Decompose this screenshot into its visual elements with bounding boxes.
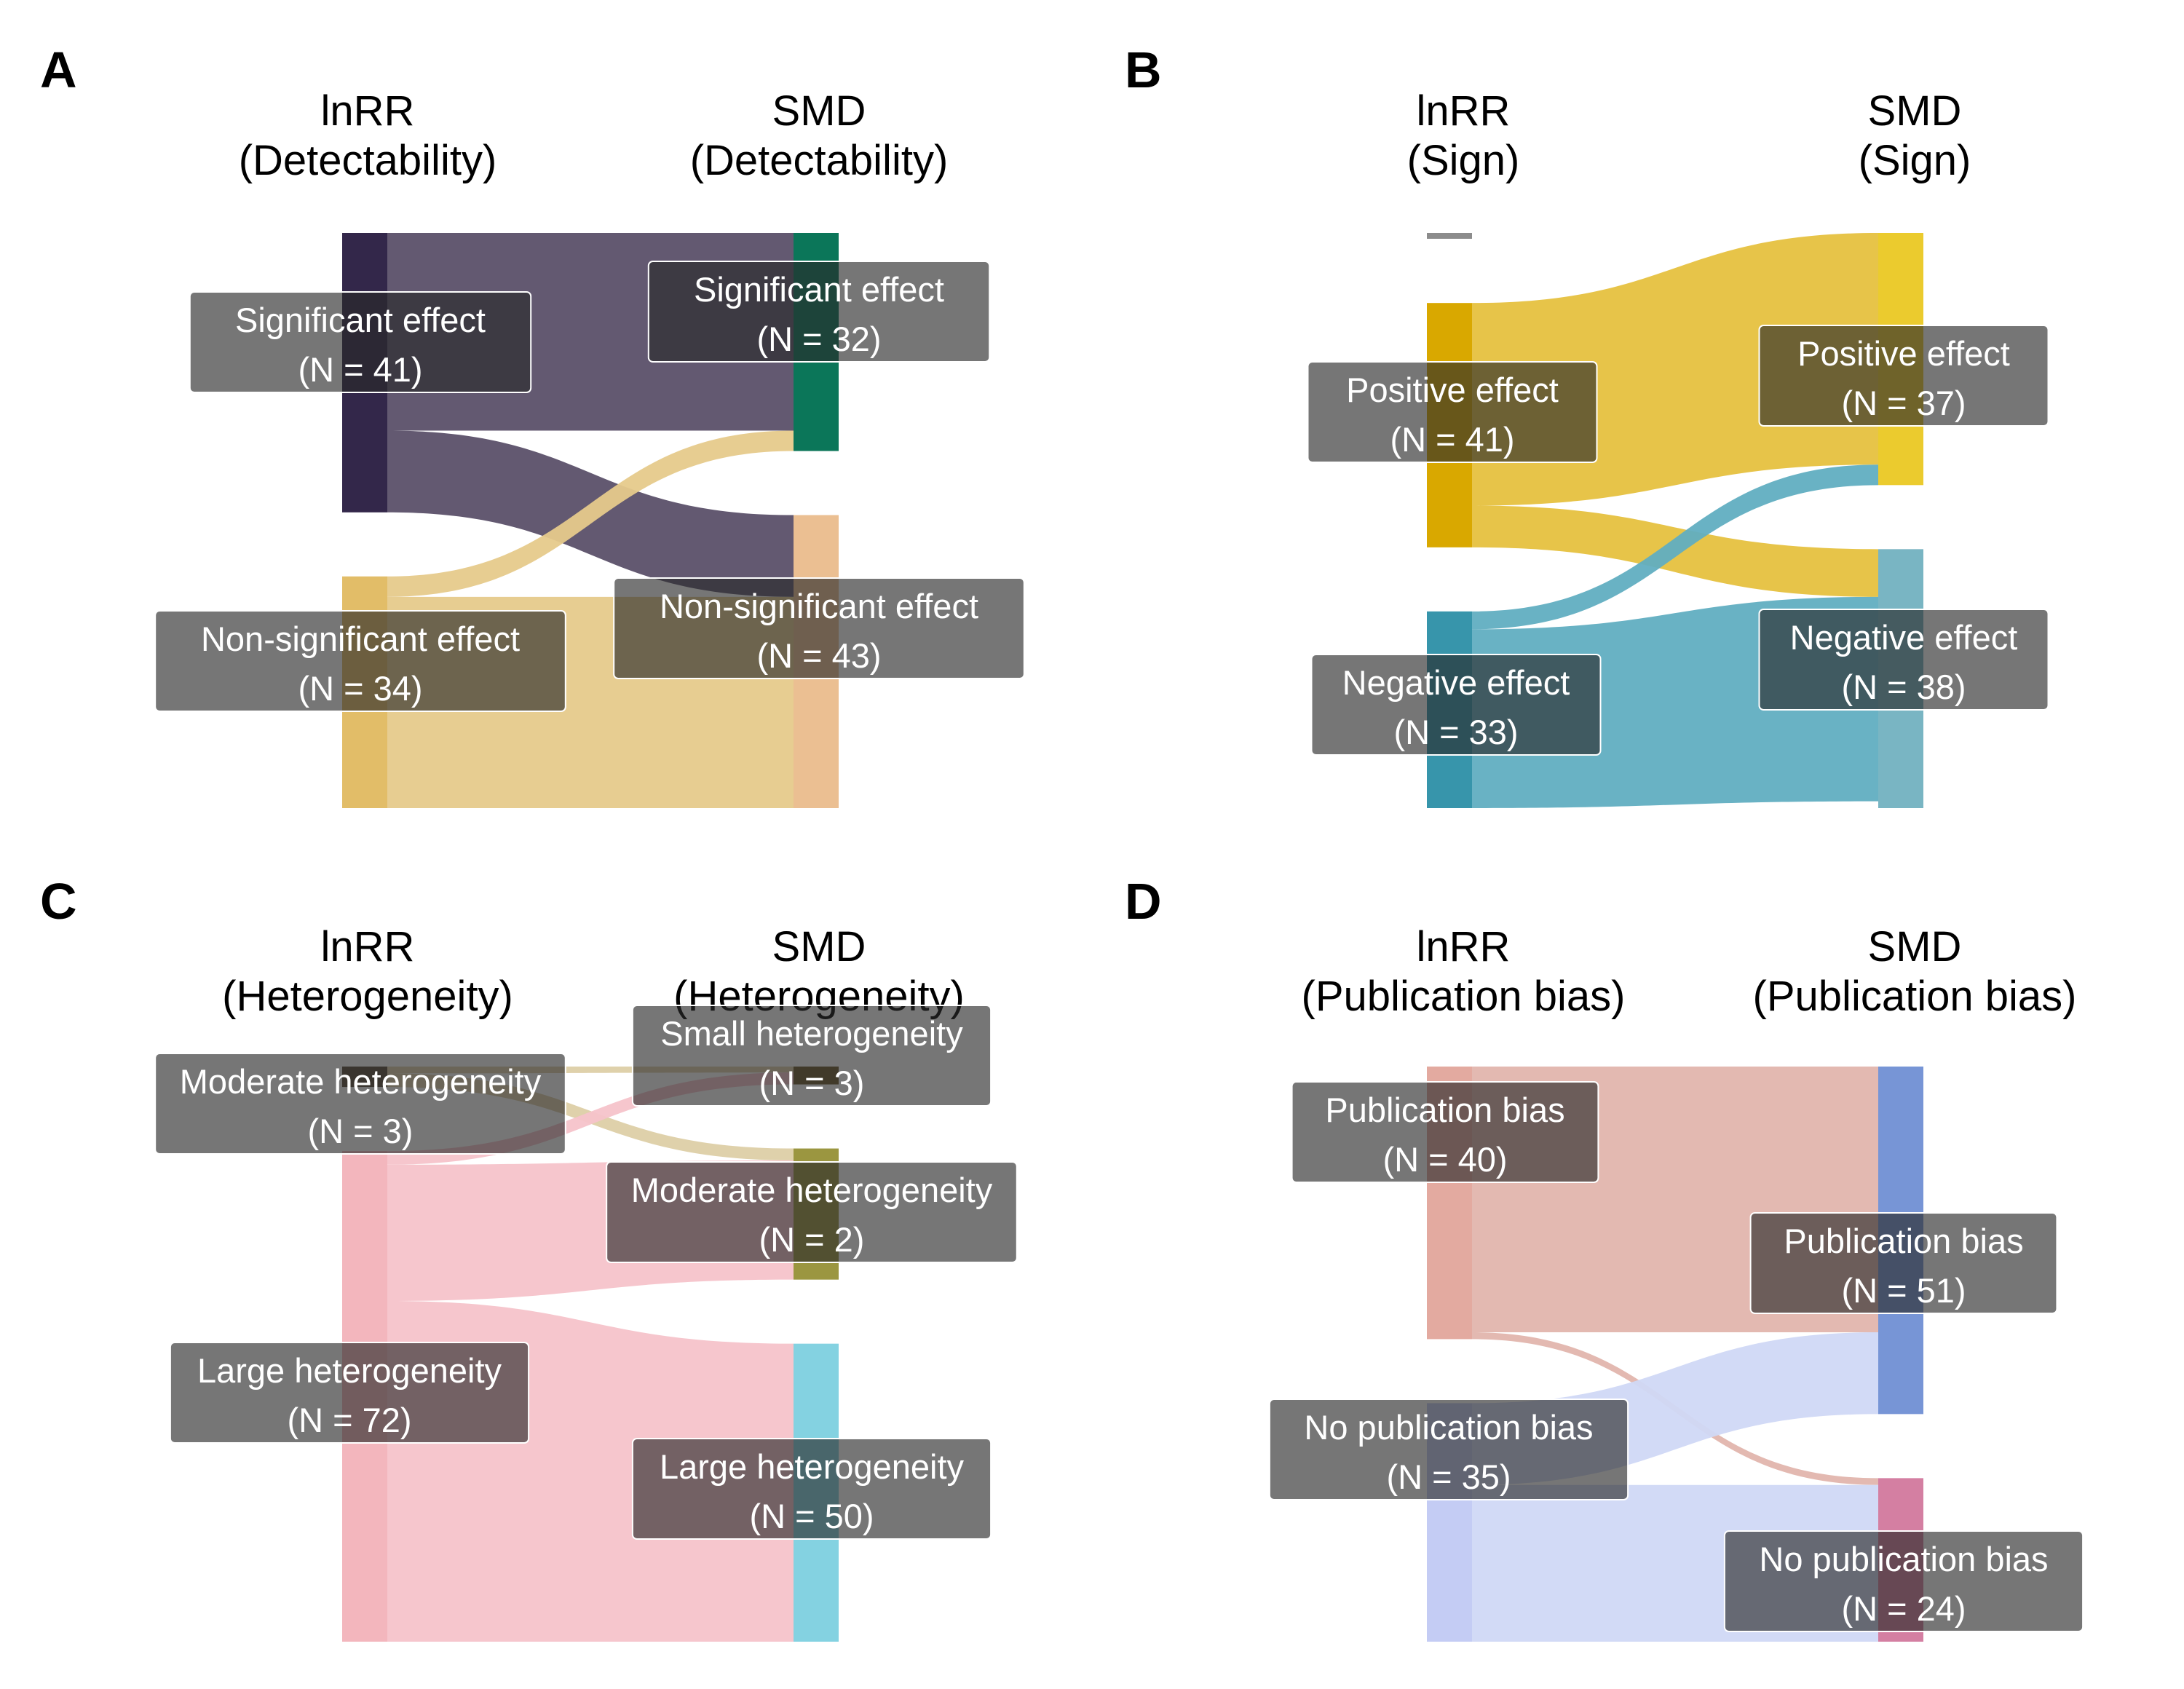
label-box (631, 1438, 992, 1540)
right-node-name: No publication bias (1759, 1540, 2048, 1578)
right-column-header: (Sign) (1859, 137, 1971, 184)
left-node-label: Large heterogeneity (N = 72) (169, 1342, 530, 1444)
label-box (169, 1342, 530, 1444)
left-node-label: Significant effect (N = 41) (189, 291, 532, 393)
right-node-count: (N = 50) (749, 1497, 874, 1535)
left-node-name: Significant effect (235, 301, 486, 339)
right-column-header: (Detectability) (690, 137, 949, 184)
right-node-label: Moderate heterogeneity (N = 2) (606, 1161, 1018, 1263)
label-box (1749, 1212, 2058, 1314)
label-box (1310, 654, 1602, 756)
left-node-count: (N = 34) (298, 669, 422, 708)
left-node-name: Negative effect (1342, 663, 1570, 702)
right-node-label: Small heterogeneity (N = 3) (631, 1005, 992, 1107)
left-node-count: (N = 41) (298, 350, 422, 389)
right-node-name: Significant effect (694, 270, 944, 309)
right-node-name: Moderate heterogeneity (631, 1171, 993, 1209)
label-box (189, 291, 532, 393)
left-node-count: (N = 72) (287, 1401, 411, 1439)
right-node-count: (N = 2) (759, 1220, 865, 1259)
label-box (154, 610, 566, 712)
panel-c: ClnRR(Heterogeneity)SMD(Heterogeneity)Mo… (40, 873, 1018, 1642)
right-column-header: SMD (772, 87, 866, 135)
label-box (1758, 325, 2049, 427)
left-node-count: (N = 3) (308, 1112, 414, 1150)
right-node-count: (N = 38) (1841, 668, 1966, 706)
right-node-name: Positive effect (1797, 334, 2010, 373)
label-box (1307, 361, 1598, 463)
panel-letter: D (1125, 873, 1162, 930)
left-node-count: (N = 41) (1390, 420, 1514, 459)
left-node-label: Positive effect (N = 41) (1307, 361, 1598, 463)
left-node-name: No publication bias (1304, 1408, 1593, 1447)
right-node-label: Non-significant effect (N = 43) (613, 577, 1025, 679)
left-node-label: Moderate heterogeneity (N = 3) (154, 1053, 566, 1155)
right-node-label: Large heterogeneity (N = 50) (631, 1438, 992, 1540)
left-node-name: Moderate heterogeneity (180, 1062, 542, 1101)
right-node-label: Negative effect (N = 38) (1758, 609, 2049, 711)
right-node-count: (N = 24) (1841, 1589, 1966, 1628)
panel-letter: A (40, 41, 77, 98)
right-node-count: (N = 43) (756, 636, 881, 675)
label-box (606, 1161, 1018, 1263)
right-node-label: Significant effect (N = 32) (647, 261, 991, 363)
left-column-header: lnRR (1417, 923, 1511, 970)
left-node-label: No publication bias (N = 35) (1268, 1399, 1629, 1500)
left-node-label: Negative effect (N = 33) (1310, 654, 1602, 756)
label-box (1723, 1530, 2084, 1632)
label-box (1268, 1399, 1629, 1500)
left-column-header: lnRR (1417, 87, 1511, 135)
right-node-label: Publication bias (N = 51) (1749, 1212, 2058, 1314)
left-node-label: Publication bias (N = 40) (1291, 1081, 1599, 1183)
right-node-name: Negative effect (1790, 618, 2018, 657)
left-node-name: Positive effect (1346, 371, 1559, 409)
panel-letter: B (1125, 41, 1162, 98)
flow-band (387, 1072, 794, 1165)
left-column-header: (Sign) (1407, 137, 1520, 184)
left-node-count: (N = 33) (1393, 713, 1518, 751)
label-box (613, 577, 1025, 679)
right-node-label: Positive effect (N = 37) (1758, 325, 2049, 427)
right-node-count: (N = 3) (759, 1064, 865, 1102)
label-box (1758, 609, 2049, 711)
panel-letter: C (40, 873, 77, 930)
right-node-count: (N = 32) (756, 320, 881, 358)
right-node-label: No publication bias (N = 24) (1723, 1530, 2084, 1632)
left-node-count: (N = 35) (1386, 1457, 1511, 1496)
right-node-name: Small heterogeneity (660, 1014, 963, 1053)
flow-band (1472, 464, 1878, 630)
right-node-count: (N = 51) (1841, 1271, 1966, 1310)
label-box (631, 1005, 992, 1107)
label-box (154, 1053, 566, 1155)
left-column-header: (Heterogeneity) (222, 973, 513, 1020)
right-node-name: Non-significant effect (660, 587, 978, 625)
label-box (1291, 1081, 1599, 1183)
left-node-name: Large heterogeneity (197, 1351, 502, 1390)
right-node-name: Publication bias (1784, 1222, 2023, 1260)
left-node-label: Non-significant effect (N = 34) (154, 610, 566, 712)
left-column-header: (Publication bias) (1302, 973, 1626, 1020)
right-node-count: (N = 37) (1841, 384, 1966, 422)
right-column-header: (Publication bias) (1753, 973, 2077, 1020)
left-node-bar (1427, 233, 1472, 239)
left-column-header: (Detectability) (239, 137, 497, 184)
flow-band (387, 430, 794, 597)
left-node-count: (N = 40) (1382, 1140, 1507, 1179)
right-node-name: Large heterogeneity (660, 1447, 965, 1486)
label-box (647, 261, 991, 363)
left-node-name: Publication bias (1325, 1091, 1564, 1129)
left-column-header: lnRR (321, 87, 415, 135)
left-node-name: Non-significant effect (201, 620, 520, 658)
panel-a: AlnRR(Detectability)SMD(Detectability)Si… (40, 41, 1025, 808)
right-column-header: SMD (1868, 87, 1962, 135)
left-column-header: lnRR (321, 923, 415, 970)
right-column-header: SMD (772, 923, 866, 970)
right-column-header: SMD (1868, 923, 1962, 970)
